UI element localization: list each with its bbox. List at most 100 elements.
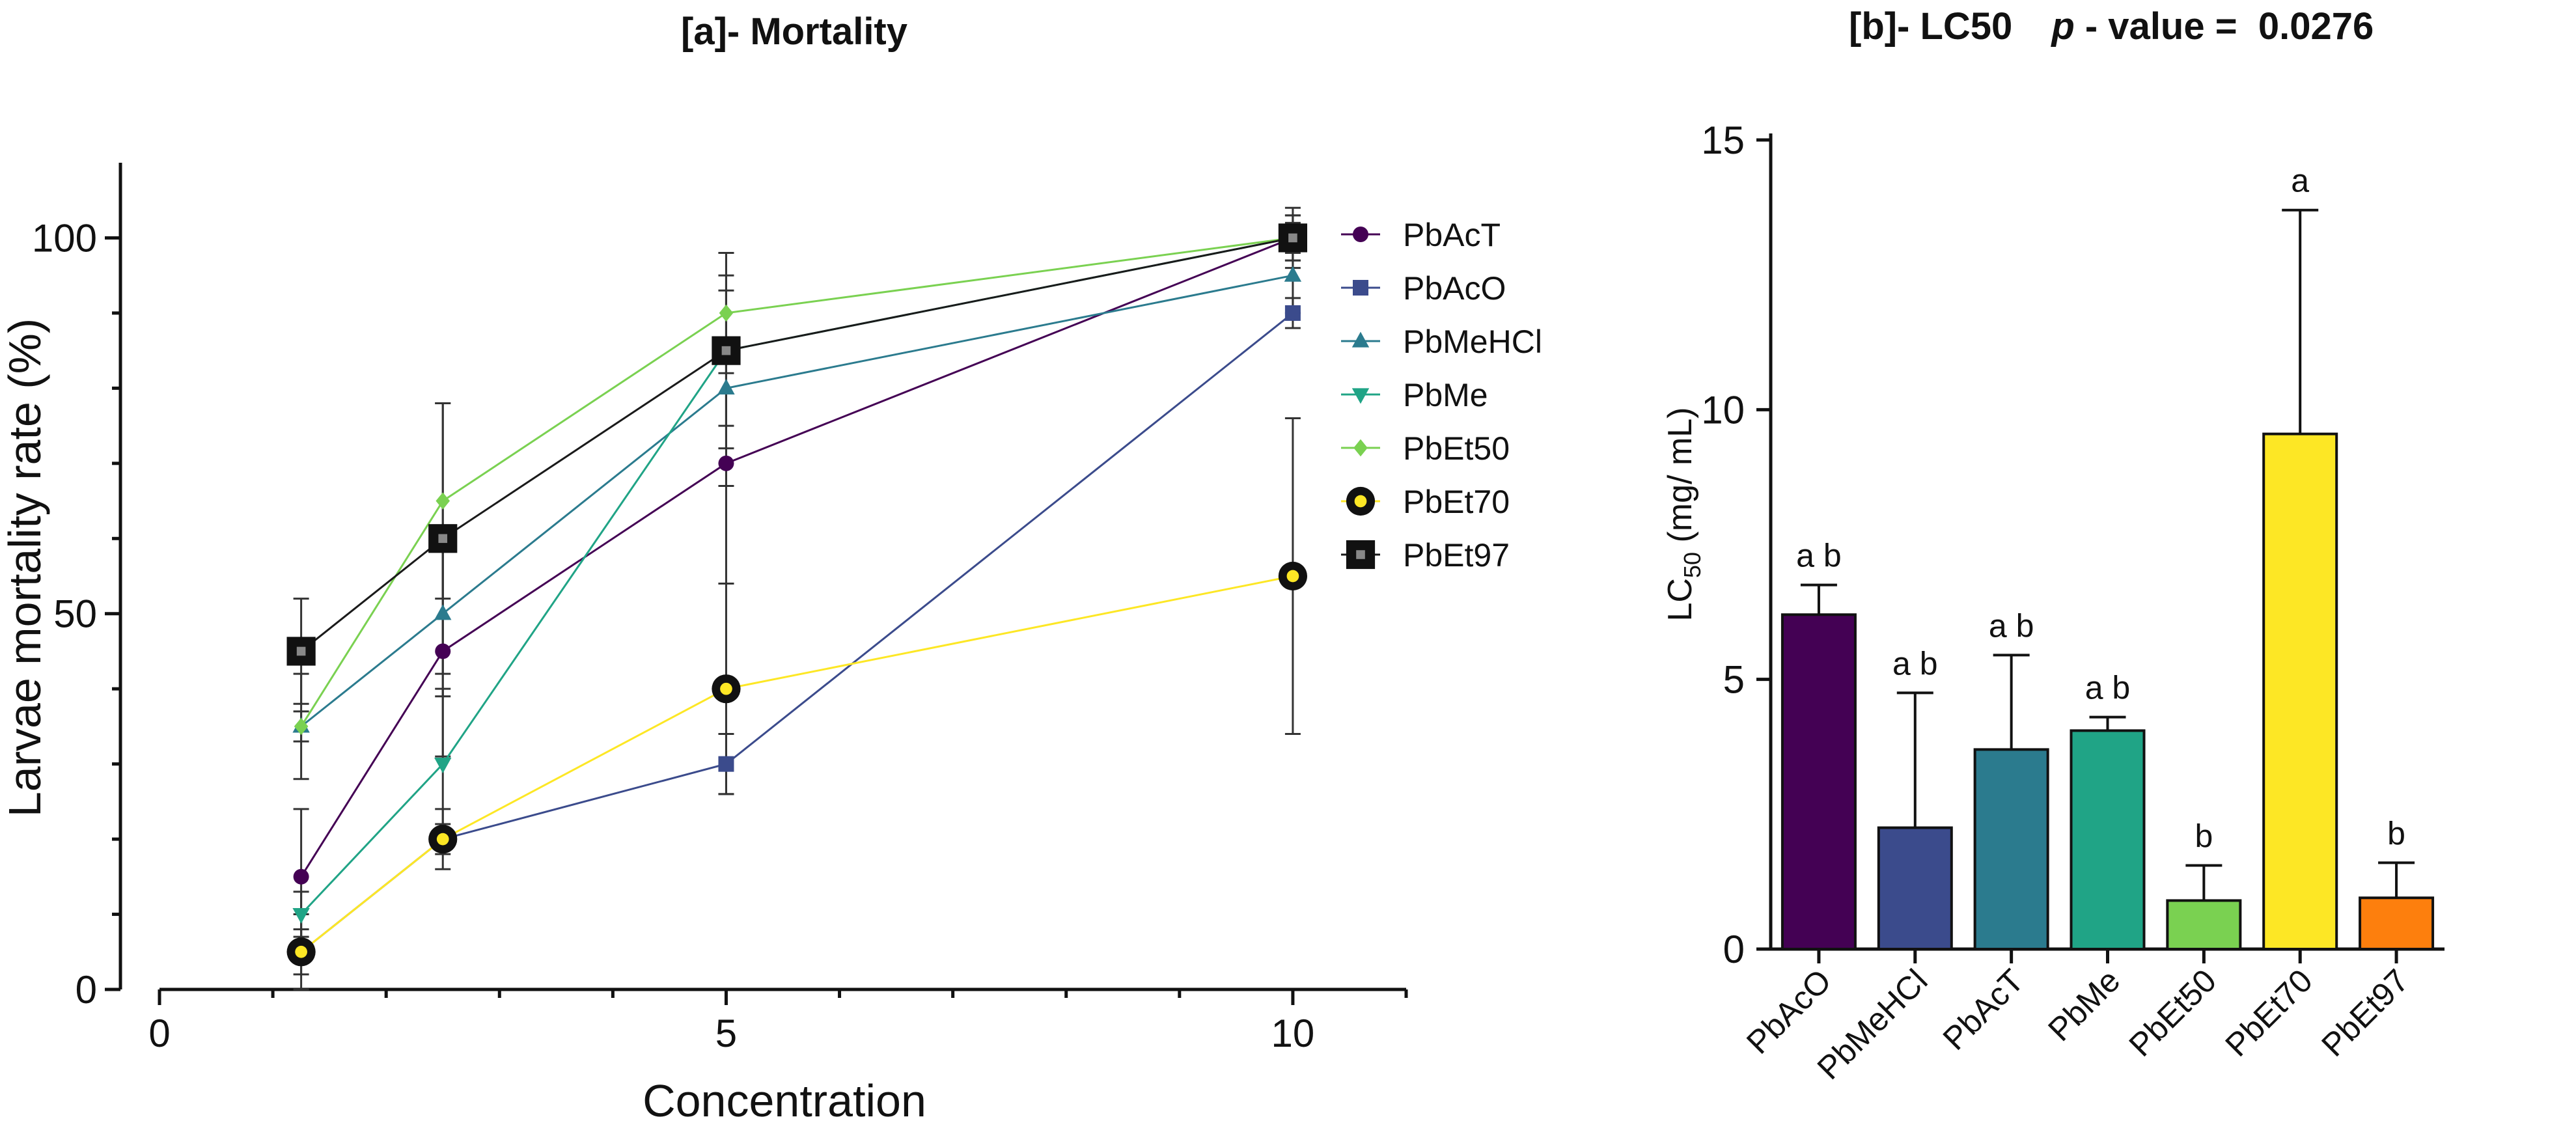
marker-circle [293, 868, 309, 885]
marker-inner [721, 346, 731, 355]
marker-inner [295, 945, 307, 958]
marker-circle [1353, 227, 1368, 242]
marker-triangle-up [1351, 331, 1370, 348]
mortality-y-tick-label: 50 [53, 592, 97, 636]
legend-label: PbAcT [1403, 217, 1501, 253]
lc50-x-tick-label: PbEt97 [2314, 962, 2416, 1064]
lc50-x-tick-label: PbAcT [1936, 962, 2031, 1057]
legend-label: PbAcO [1403, 270, 1506, 307]
mortality-x-axis-label: Concentration [643, 1075, 926, 1126]
series-points-PbMe [292, 231, 1302, 924]
legend-label: PbMe [1403, 377, 1488, 413]
series-line-PbEt97 [300, 236, 1294, 652]
marker-circle-dot [712, 674, 741, 704]
significance-label: a b [2085, 670, 2131, 706]
series-line-PbAcO [300, 312, 1294, 953]
lc50-y-label-rest: (mg/ mL) [1661, 407, 1699, 552]
legend-item-PbEt50: PbEt50 [1341, 430, 1510, 467]
marker-diamond [294, 717, 309, 736]
legend-label: PbEt97 [1403, 537, 1510, 573]
lc50-x-tick-label: PbEt70 [2218, 962, 2320, 1064]
series-points-PbEt97 [286, 223, 1308, 666]
bar-PbEt70 [2262, 432, 2338, 950]
marker-inner [438, 534, 448, 544]
mortality-legend: PbAcT PbAcO PbMeHCl PbMe PbEt50 PbEt70 PbEt97 [1341, 217, 1542, 573]
lc50-x-tick-label: PbAcO [1739, 962, 1838, 1061]
p-value-label: p [2050, 5, 2074, 48]
series-line-PbMe [300, 236, 1294, 915]
series-points-PbEt50 [294, 229, 1300, 736]
marker-diamond [436, 492, 450, 510]
legend-item-PbEt70: PbEt70 [1341, 484, 1510, 520]
lc50-title-group: [b]- LC50 p - value = 0.0276 [1849, 5, 2374, 48]
bar-PbAcT [1973, 748, 2049, 950]
legend-item-PbEt97: PbEt97 [1341, 537, 1510, 573]
mortality-x-tick-label: 10 [1271, 1012, 1315, 1055]
marker-inner [296, 646, 306, 656]
marker-square-dot [286, 637, 316, 666]
significance-label: a b [1989, 607, 2034, 644]
marker-inner [1288, 233, 1297, 243]
marker-square-dot [1346, 540, 1376, 570]
bar-group-PbAcO: a b [1780, 538, 1857, 950]
marker-inner [1356, 550, 1365, 559]
mortality-x-tick-label: 0 [148, 1012, 170, 1055]
marker-triangle-down [434, 758, 452, 774]
legend-label: PbEt50 [1403, 430, 1510, 467]
lc50-y-label-main: LC [1661, 578, 1699, 621]
significance-label: a b [1796, 538, 1842, 574]
mortality-y-tick-label: 100 [32, 216, 97, 260]
marker-triangle-up [1284, 266, 1302, 282]
mortality-x-tick-label: 5 [715, 1012, 737, 1055]
marker-inner [720, 682, 732, 695]
marker-circle [435, 643, 451, 659]
marker-square [718, 756, 734, 772]
marker-triangle-down [1351, 388, 1370, 404]
mortality-y-tick-label: 0 [76, 968, 97, 1012]
marker-square-dot [1278, 223, 1308, 253]
legend-item-PbMeHCl: PbMeHCl [1341, 324, 1542, 360]
series-line-PbMeHCl [300, 274, 1294, 728]
bar-PbMeHCl [1877, 826, 1953, 951]
legend-label: PbEt70 [1403, 484, 1510, 520]
marker-square [1284, 305, 1301, 321]
significance-label: b [2195, 818, 2213, 855]
marker-inner [436, 833, 449, 846]
marker-circle-dot [1346, 486, 1376, 516]
lc50-y-tick-label: 10 [1701, 388, 1745, 432]
series-line-PbAcT [300, 237, 1294, 877]
bar-PbAcO [1780, 613, 1857, 950]
series-points-PbAcT [293, 230, 1301, 885]
bar-group-PbEt50: b [2166, 818, 2242, 951]
marker-square-dot [712, 336, 741, 365]
mortality-y-axis-label: Larvae mortality rate (%) [0, 318, 50, 817]
bar-group-PbMeHCl: a b [1877, 645, 1953, 951]
lc50-y-axis-label: LC50 (mg/ mL) [1661, 407, 1706, 622]
lc50-bars: a b a b a b a b b a b [1780, 163, 2435, 951]
lc50-y-tick-label: 0 [1723, 928, 1745, 971]
error-bars-PbMeHCl [293, 236, 1301, 780]
error-bars-PbEt97 [293, 214, 1301, 705]
marker-diamond [719, 304, 734, 322]
marker-inner [1354, 495, 1367, 508]
mortality-plot-area [286, 206, 1308, 991]
lc50-y-label-sub: 50 [1679, 552, 1706, 578]
lc50-x-tick-label: PbMe [2041, 962, 2127, 1048]
bar-PbMe [2070, 729, 2146, 950]
lc50-chart-title: [b]- LC50 [1849, 5, 2012, 48]
significance-label: b [2387, 815, 2405, 851]
mortality-chart-title: [a]- Mortality [681, 10, 907, 53]
legend-label: PbMeHCl [1403, 324, 1542, 360]
marker-circle [718, 455, 734, 471]
marker-triangle-up [434, 604, 452, 620]
legend-item-PbMe: PbMe [1341, 377, 1488, 413]
significance-label: a [2291, 163, 2309, 199]
legend-item-PbAcT: PbAcT [1341, 217, 1501, 253]
lc50-y-tick-label: 15 [1701, 118, 1745, 162]
error-bars-PbEt50 [293, 221, 1301, 743]
series-line-PbEt70 [300, 575, 1294, 953]
marker-inner [1286, 570, 1299, 583]
marker-square [1353, 280, 1368, 296]
